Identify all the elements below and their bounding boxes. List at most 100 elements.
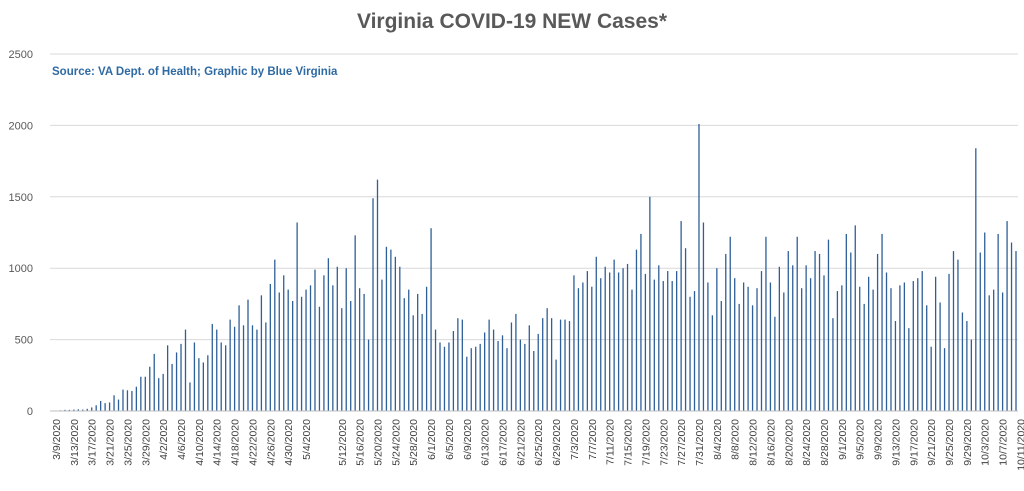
bar — [903, 282, 906, 411]
bar — [381, 279, 383, 411]
bar — [430, 228, 432, 411]
bar — [220, 342, 222, 411]
bar — [135, 386, 138, 411]
bar — [354, 235, 356, 411]
bar — [617, 272, 620, 411]
x-tick-label: 6/17/2020 — [498, 419, 510, 466]
bar — [225, 345, 227, 411]
y-axis-tick-labels: 0 500 1000 1500 2000 2500 — [9, 49, 33, 418]
bar — [314, 269, 316, 411]
bar — [296, 222, 298, 411]
bar — [131, 391, 133, 411]
bar — [845, 233, 847, 411]
x-tick-label: 3/29/2020 — [140, 419, 152, 466]
bar — [104, 403, 106, 411]
bar — [488, 319, 490, 411]
y-tick-label: 2000 — [9, 120, 33, 132]
x-tick-label: 10/7/2020 — [998, 419, 1010, 466]
bar — [91, 407, 93, 411]
bar — [238, 305, 240, 411]
bar — [868, 276, 870, 411]
bar — [760, 271, 763, 411]
bar — [961, 312, 964, 411]
bar — [952, 251, 955, 411]
bar — [917, 278, 919, 411]
bar — [774, 316, 776, 411]
bar — [671, 281, 673, 411]
bar — [113, 395, 115, 411]
bar — [729, 236, 731, 411]
bar — [975, 148, 977, 411]
bar — [385, 246, 388, 411]
bar — [921, 271, 923, 411]
x-tick-label: 7/31/2020 — [694, 419, 706, 466]
bar — [542, 318, 544, 411]
bar — [202, 362, 204, 411]
bar — [604, 266, 606, 411]
bar — [452, 331, 455, 411]
bar — [292, 301, 294, 411]
x-tick-label: 8/12/2020 — [748, 419, 760, 466]
bar — [479, 343, 481, 411]
bar — [850, 252, 852, 411]
x-tick-label: 8/8/2020 — [730, 419, 742, 460]
bar — [86, 408, 88, 411]
x-tick-label: 5/28/2020 — [408, 419, 420, 466]
bar — [881, 233, 883, 411]
x-tick-label: 6/21/2020 — [515, 419, 527, 466]
bar — [1015, 251, 1017, 411]
x-tick-label: 7/27/2020 — [676, 419, 688, 466]
bar — [756, 288, 758, 411]
bar — [95, 405, 97, 411]
bar — [345, 268, 347, 411]
bar — [519, 339, 522, 411]
bar — [993, 289, 995, 411]
bar — [376, 179, 379, 411]
x-tick-label: 6/5/2020 — [444, 419, 456, 460]
bar — [323, 275, 325, 411]
bar — [595, 256, 597, 411]
x-tick-label: 6/9/2020 — [462, 419, 474, 460]
bar — [751, 305, 754, 411]
bar — [274, 259, 276, 411]
bar — [247, 299, 249, 411]
bar — [510, 322, 513, 411]
bar — [82, 409, 84, 411]
bar — [658, 265, 660, 411]
x-tick-label: 8/4/2020 — [712, 419, 724, 460]
bar — [528, 325, 530, 411]
x-tick-label: 6/13/2020 — [480, 419, 492, 466]
bar — [805, 265, 807, 411]
bar — [390, 249, 392, 411]
x-tick-label: 9/21/2020 — [926, 419, 938, 466]
bar — [265, 322, 267, 411]
bar — [403, 298, 405, 411]
x-tick-label: 5/24/2020 — [390, 419, 402, 466]
bar — [144, 376, 146, 411]
bar — [792, 265, 794, 411]
bar — [796, 236, 798, 411]
bar — [814, 251, 816, 411]
bar — [318, 306, 321, 411]
bar — [742, 282, 745, 411]
bar — [943, 348, 946, 411]
bar — [841, 285, 843, 411]
bar — [564, 319, 566, 411]
bar — [863, 303, 865, 411]
bar — [720, 301, 722, 411]
bar — [644, 273, 647, 411]
bar — [653, 279, 655, 411]
x-tick-label: 7/23/2020 — [658, 419, 670, 466]
x-tick-label: 7/11/2020 — [605, 419, 617, 465]
bar — [358, 288, 361, 411]
bar — [765, 236, 767, 411]
x-tick-label: 3/21/2020 — [105, 419, 117, 466]
bar — [501, 335, 504, 411]
bar — [555, 359, 557, 411]
bar — [934, 276, 937, 411]
bar — [251, 325, 254, 411]
bar — [180, 343, 182, 411]
x-tick-label: 7/19/2020 — [640, 419, 652, 466]
bar — [484, 332, 486, 411]
